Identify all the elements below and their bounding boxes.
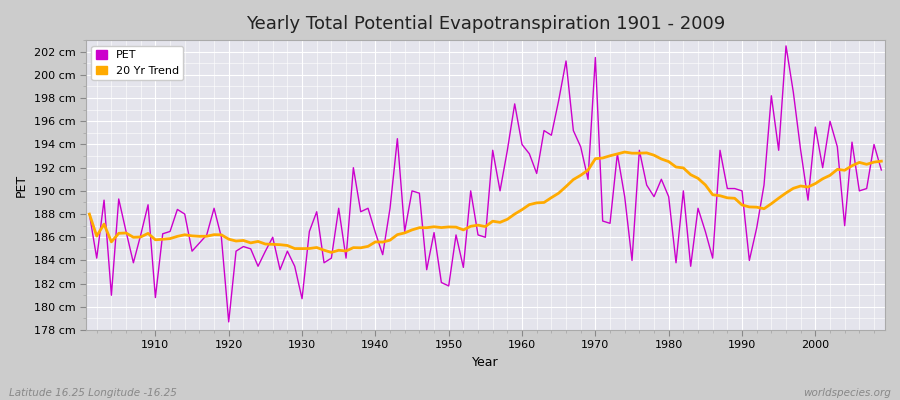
Title: Yearly Total Potential Evapotranspiration 1901 - 2009: Yearly Total Potential Evapotranspiratio… [246, 15, 725, 33]
Text: Latitude 16.25 Longitude -16.25: Latitude 16.25 Longitude -16.25 [9, 388, 177, 398]
Legend: PET, 20 Yr Trend: PET, 20 Yr Trend [91, 46, 184, 80]
Y-axis label: PET: PET [15, 174, 28, 197]
X-axis label: Year: Year [472, 356, 499, 369]
Text: worldspecies.org: worldspecies.org [803, 388, 891, 398]
